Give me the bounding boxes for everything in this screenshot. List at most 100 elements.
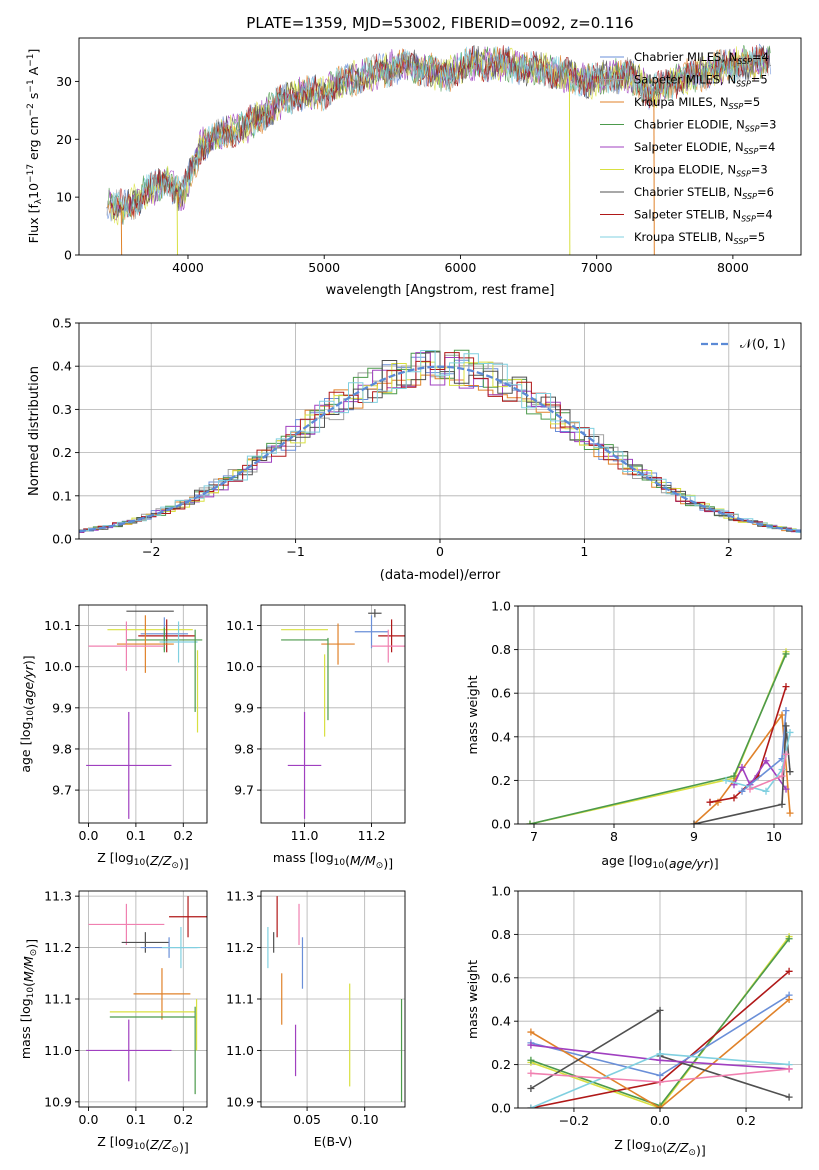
x-tick-label: 0.10 <box>351 1112 379 1127</box>
y-tick-label: 1.0 <box>491 884 511 899</box>
weight-marker <box>782 683 790 691</box>
x-tick-label: 0.05 <box>293 1112 321 1127</box>
legend-label-4: Salpeter ELODIE, NSSP=4 <box>634 140 775 156</box>
y-tick-label: 0.0 <box>52 532 72 547</box>
y-tick-label: 0 <box>64 248 72 263</box>
x-tick-label: 0.0 <box>79 1112 99 1127</box>
residual-histogram-7 <box>79 352 801 533</box>
panel-spectrum: 4000 5000 6000 7000 8000 0 10 20 30 Chabrier MILE… <box>26 37 802 298</box>
y-tick-label: 10 <box>56 190 72 205</box>
y-tick-label: 10.0 <box>44 659 72 674</box>
plot-area <box>527 933 793 1108</box>
y-tick-label: 0.5 <box>52 316 72 331</box>
legend-label-2: Kroupa MILES, NSSP=5 <box>634 95 760 111</box>
legend-label-8: Kroupa STELIB, NSSP=5 <box>634 230 765 246</box>
plot-area <box>267 896 403 1102</box>
y-tick-label: 11.1 <box>44 992 72 1007</box>
x-tick-label: 0.0 <box>650 1113 670 1128</box>
figure-title: PLATE=1359, MJD=53002, FIBERID=0092, z=0… <box>246 14 633 32</box>
axes-frame <box>78 604 208 824</box>
plot-area <box>281 609 405 819</box>
x-axis-label: (data-model)/error <box>380 568 501 583</box>
x-tick-label: 8000 <box>717 260 749 275</box>
residual-histogram-8 <box>79 350 801 533</box>
y-tick-label: 0.1 <box>52 488 72 503</box>
axes-frame <box>78 37 802 256</box>
weight-line-0 <box>529 651 787 824</box>
panel-residuals: −2 −1 0 1 2 0.0 0.1 0.2 0.3 0.4 0.5 𝒩(0, 1) (data-mo… <box>27 316 802 583</box>
weight-marker <box>782 707 790 715</box>
weight-marker <box>656 1104 664 1108</box>
y-axis-label: age [log10(age/yr)] <box>18 655 36 772</box>
weight-marker <box>786 768 794 776</box>
weight-marker <box>656 1056 664 1064</box>
legend-label-6: Chabrier STELIB, NSSP=6 <box>634 185 774 201</box>
x-tick-label: 8 <box>610 829 618 844</box>
weight-marker <box>782 650 790 658</box>
legend-label-7: Salpeter STELIB, NSSP=4 <box>634 208 773 224</box>
weight-marker <box>778 772 786 780</box>
weight-marker <box>778 800 786 808</box>
panel-age_vs_Z: 0.0 0.1 0.2 9.7 9.8 9.9 10.0 10.1 Z [log10(Z/Z⊙)… <box>18 604 208 871</box>
x-tick-label: 5000 <box>308 260 340 275</box>
weight-marker <box>778 711 786 719</box>
weight-marker <box>722 776 730 784</box>
y-tick-label: 30 <box>56 74 72 89</box>
x-tick-label: −1 <box>286 544 304 559</box>
weight-line-5 <box>530 1008 790 1098</box>
axes-frame <box>78 890 208 1108</box>
plot-area <box>86 896 207 1095</box>
axes-frame <box>260 604 406 824</box>
weight-marker <box>785 1093 793 1101</box>
panel-mass_vs_EBV: 0.05 0.10 10.9 11.0 11.1 11.2 11.3 E(B-V) <box>226 889 406 1149</box>
y-tick-label: 0.2 <box>491 773 511 788</box>
weight-marker <box>782 722 790 730</box>
y-axis-label: mass [log10(M/M⊙)] <box>18 939 39 1059</box>
x-tick-label: 0.0 <box>79 828 99 843</box>
x-tick-label: 6000 <box>445 260 477 275</box>
weight-marker <box>746 785 754 793</box>
y-tick-label: 11.2 <box>226 940 254 955</box>
weight-marker <box>762 787 770 795</box>
y-tick-label: 0.3 <box>52 402 72 417</box>
weight-marker <box>786 728 794 736</box>
weight-line-1 <box>529 653 787 824</box>
plot-area <box>79 349 801 534</box>
x-axis-label: wavelength [Angstrom, rest frame] <box>326 283 555 298</box>
y-tick-label: 0.8 <box>491 642 511 657</box>
x-tick-label: 11.2 <box>358 828 386 843</box>
axes-frame <box>517 605 803 825</box>
weight-marker <box>527 1084 535 1092</box>
weight-marker <box>656 1071 664 1079</box>
weight-marker <box>656 1078 664 1086</box>
panel-weight_vs_Z: −0.2 0.0 0.2 0.0 0.2 0.4 0.6 0.8 1.0 Z [log10(Z/Z… <box>465 884 803 1158</box>
x-tick-label: 0.2 <box>173 1112 193 1127</box>
y-tick-label: 0.4 <box>491 1014 511 1029</box>
weight-marker <box>785 996 793 1003</box>
weight-marker <box>782 785 790 793</box>
panel-weight_vs_age: 7 8 9 10 0.0 0.2 0.4 0.6 0.8 1.0 age [log10(age/yr… <box>465 599 803 871</box>
y-tick-label: 0.4 <box>52 359 72 374</box>
x-tick-label: 4000 <box>172 260 204 275</box>
y-tick-label: 0.0 <box>491 817 511 832</box>
y-tick-label: 9.7 <box>234 783 254 798</box>
weight-marker <box>527 1104 535 1108</box>
weight-marker <box>786 809 794 817</box>
weight-marker <box>690 820 698 824</box>
y-axis-label: Normed distribution <box>27 366 42 496</box>
x-tick-label: 7000 <box>581 260 613 275</box>
y-tick-label: 10.1 <box>44 618 72 633</box>
x-axis-label: age [log10(age/yr)] <box>601 853 718 871</box>
x-tick-label: 0.1 <box>126 1112 146 1127</box>
x-axis-label: Z [log10(Z/Z⊙)] <box>614 1137 705 1158</box>
plot-area <box>86 610 203 819</box>
y-tick-label: 9.9 <box>234 700 254 715</box>
panel-age_vs_mass: 11.0 11.2 9.7 9.8 9.9 10.0 10.1 mass [log10(M/M… <box>226 604 406 871</box>
y-tick-label: 11.0 <box>44 1043 72 1058</box>
x-tick-label: 7 <box>530 829 538 844</box>
x-axis-label: E(B-V) <box>314 1134 353 1149</box>
x-tick-label: 1 <box>580 544 588 559</box>
x-tick-label: −0.2 <box>559 1113 589 1128</box>
